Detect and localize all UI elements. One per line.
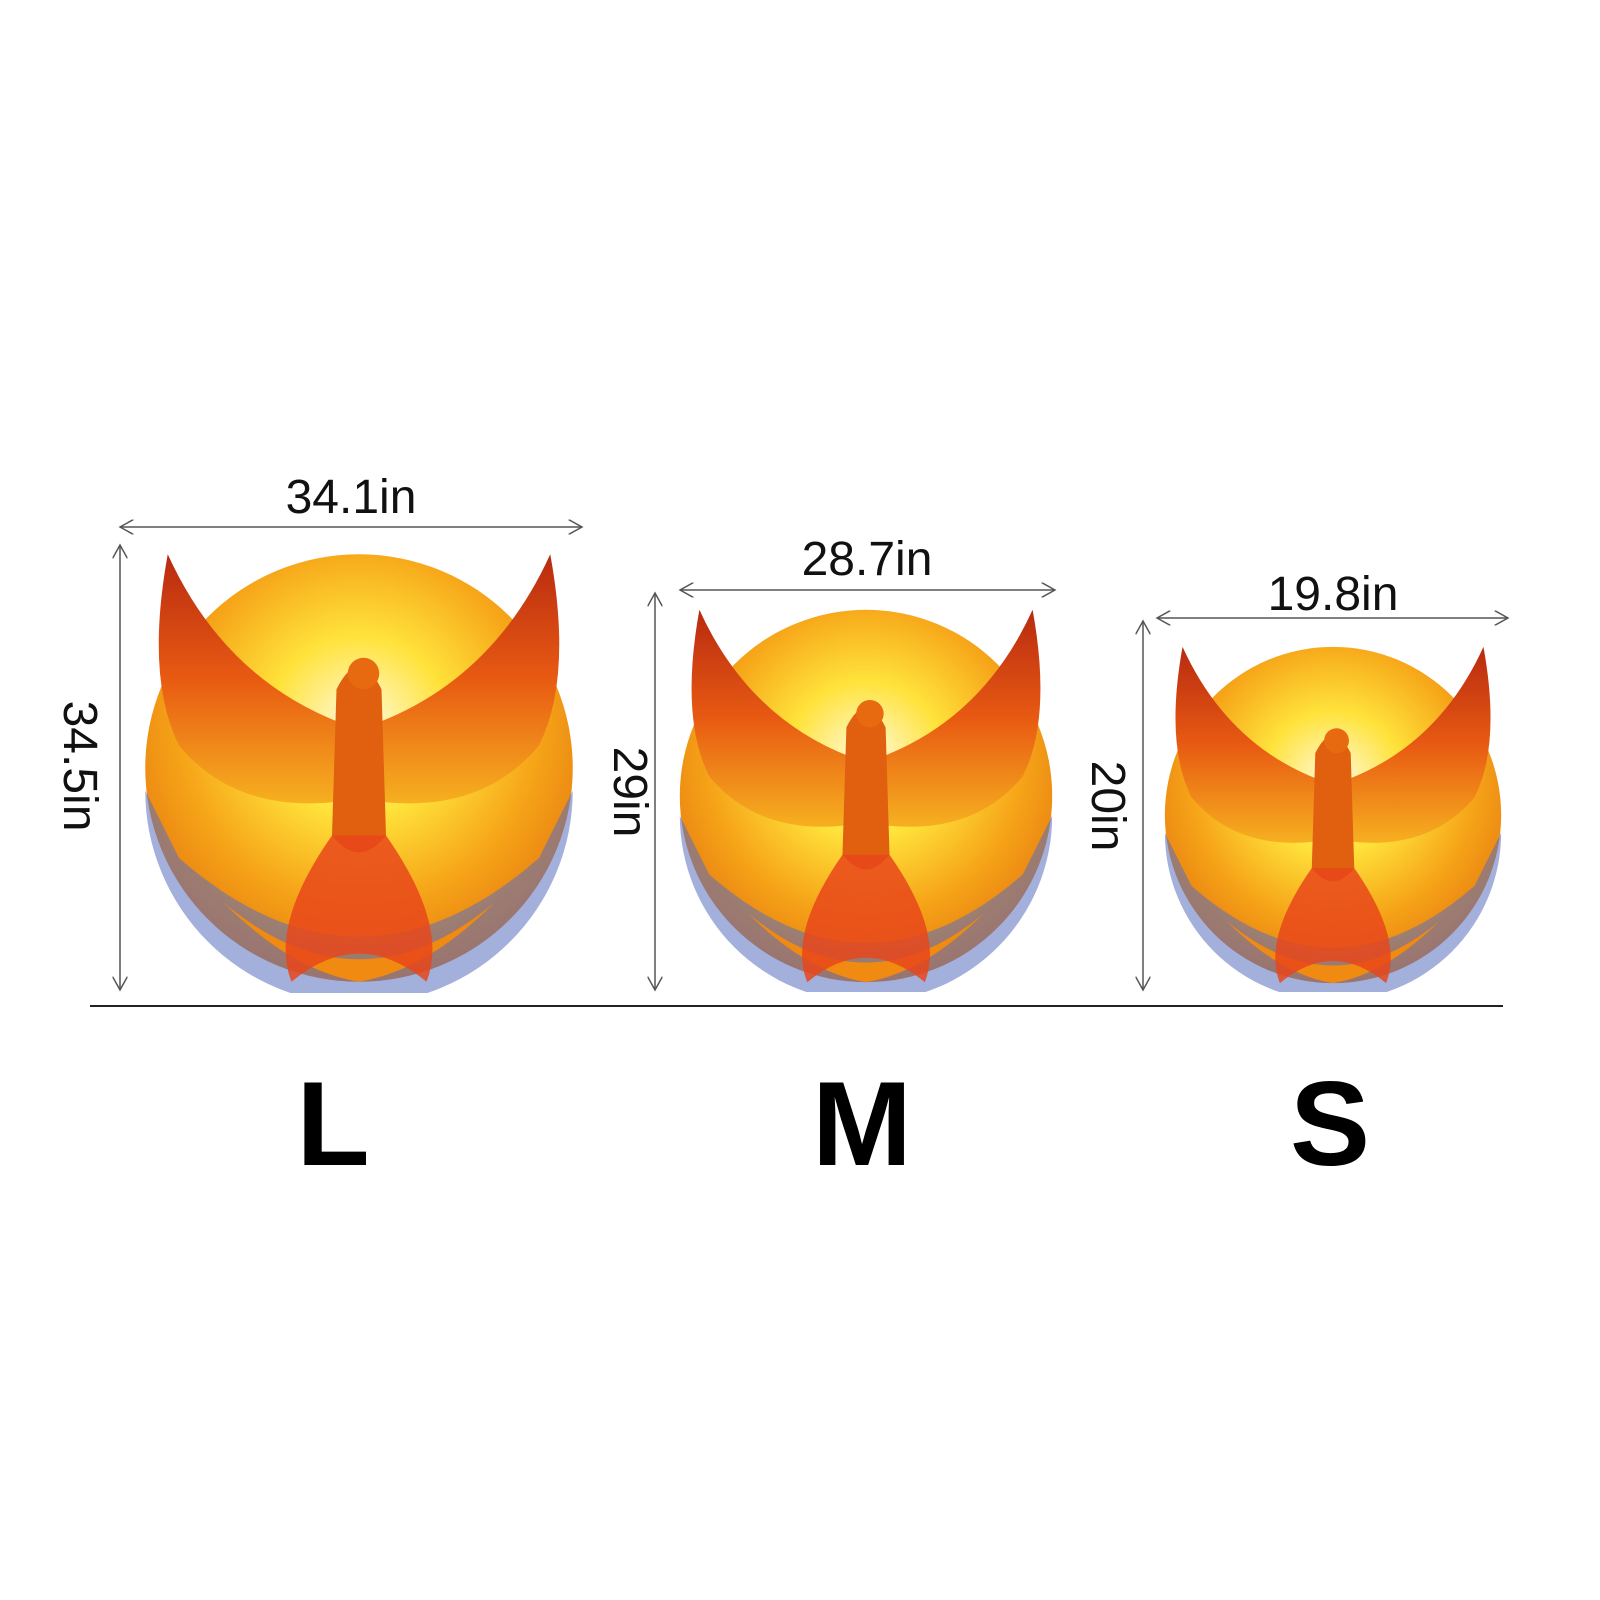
puzzle-medium: 28.7in 29in M [603, 533, 1055, 1191]
puzzle-large: 34.1in 34.5in L [53, 471, 582, 1191]
width-label-small: 19.8in [1268, 568, 1399, 621]
size-label-l: L [296, 1057, 369, 1191]
height-label-small: 20in [1081, 761, 1134, 852]
height-label-medium: 29in [603, 747, 656, 838]
puzzle-small: 19.8in 20in S [1081, 568, 1508, 1191]
height-label-large: 34.5in [53, 701, 106, 832]
phoenix-puzzle-image-large [145, 554, 573, 993]
size-label-s: S [1290, 1057, 1370, 1191]
phoenix-puzzle-image-small [1164, 646, 1502, 992]
phoenix-puzzle-image-medium [679, 609, 1053, 992]
size-label-m: M [812, 1057, 912, 1191]
width-label-large: 34.1in [286, 471, 417, 524]
width-label-medium: 28.7in [802, 533, 933, 586]
